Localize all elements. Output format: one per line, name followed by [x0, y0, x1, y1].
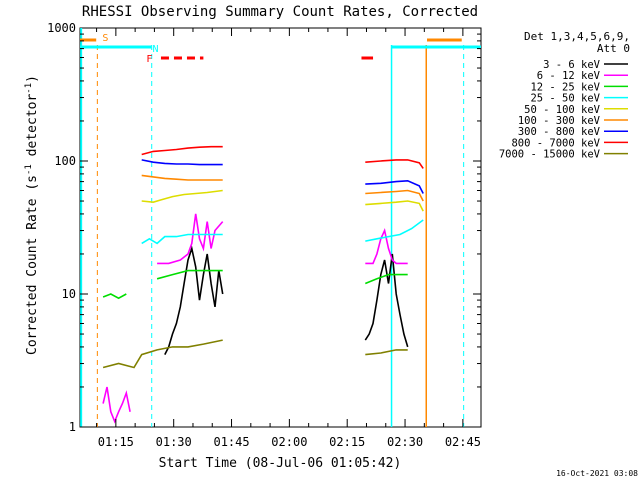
legend-label: 800 - 7000 keV: [511, 137, 600, 149]
series-line: [141, 233, 223, 245]
x-tick-label: 02:00: [271, 435, 307, 449]
series-line: [141, 145, 223, 156]
y-tick-label: 100: [54, 154, 76, 168]
legend-label: 300 - 800 keV: [518, 126, 601, 138]
series-line: [365, 349, 408, 356]
x-tick-label: 02:30: [387, 435, 423, 449]
legend-header-attenuator: Att 0: [597, 42, 630, 55]
series-line: [364, 273, 408, 285]
x-tick-label: 01:30: [156, 435, 192, 449]
legend-label: 6 - 12 keV: [537, 70, 601, 82]
flag-label-s: S: [102, 33, 108, 44]
series-line: [156, 269, 223, 280]
legend-label: 100 - 300 keV: [518, 115, 601, 127]
series-line: [365, 159, 424, 169]
flag-label-f: F: [146, 54, 152, 65]
series-line: [365, 179, 424, 194]
axis-layer: 1 10 100 1000 01:15 01:30 01:45 02:00 02:15 02:30…: [47, 21, 481, 449]
x-tick-label: 01:45: [213, 435, 249, 449]
y-axis-label-end: ): [25, 75, 40, 83]
plot-border: [79, 27, 482, 428]
y-axis-label-main: Corrected Count Rate (s: [25, 175, 40, 355]
y-axis-label-sup2: -1: [24, 83, 34, 94]
series-line: [365, 200, 424, 212]
series-line: [365, 227, 408, 265]
flag-layer: S NF: [80, 28, 481, 427]
y-tick-label: 1000: [47, 21, 76, 35]
y-axis-label: Corrected Count Rate (s-1 detector-1): [24, 75, 40, 355]
plot-area: [79, 27, 482, 428]
legend-label: 25 - 50 keV: [530, 93, 600, 105]
legend-label: 3 - 6 keV: [543, 59, 601, 71]
x-tick-label: 01:15: [98, 435, 134, 449]
series-line: [164, 245, 224, 355]
series-line: [365, 219, 424, 242]
x-tick-label: 02:15: [329, 435, 365, 449]
series-line: [365, 189, 424, 202]
legend-label: 50 - 100 keV: [524, 104, 601, 116]
series-layer: [102, 145, 424, 424]
legend-label: 7000 - 15000 keV: [499, 149, 601, 161]
series-line: [141, 159, 223, 166]
legend-label: 12 - 25 keV: [530, 81, 600, 93]
chart-title: RHESSI Observing Summary Count Rates, Co…: [82, 4, 478, 20]
x-tick-label: 02:45: [445, 435, 481, 449]
flag-label-n: N: [152, 44, 158, 55]
series-line: [102, 339, 223, 369]
series-line: [102, 293, 127, 300]
series-line: [157, 213, 224, 265]
series-line: [141, 174, 223, 181]
y-axis-label-sup1: -1: [24, 164, 34, 175]
series-line: [364, 253, 409, 348]
legend-header-detectors: Det 1,3,4,5,6,9,: [524, 30, 630, 43]
series-line: [141, 189, 223, 204]
series-line: [102, 386, 131, 424]
generation-timestamp: 16-Oct-2021 03:08: [556, 469, 638, 478]
y-axis-label-mid: detector: [25, 94, 40, 165]
x-axis-label: Start Time (08-Jul-06 01:05:42): [159, 456, 402, 471]
y-tick-label: 10: [62, 287, 76, 301]
y-tick-label: 1: [69, 420, 76, 434]
